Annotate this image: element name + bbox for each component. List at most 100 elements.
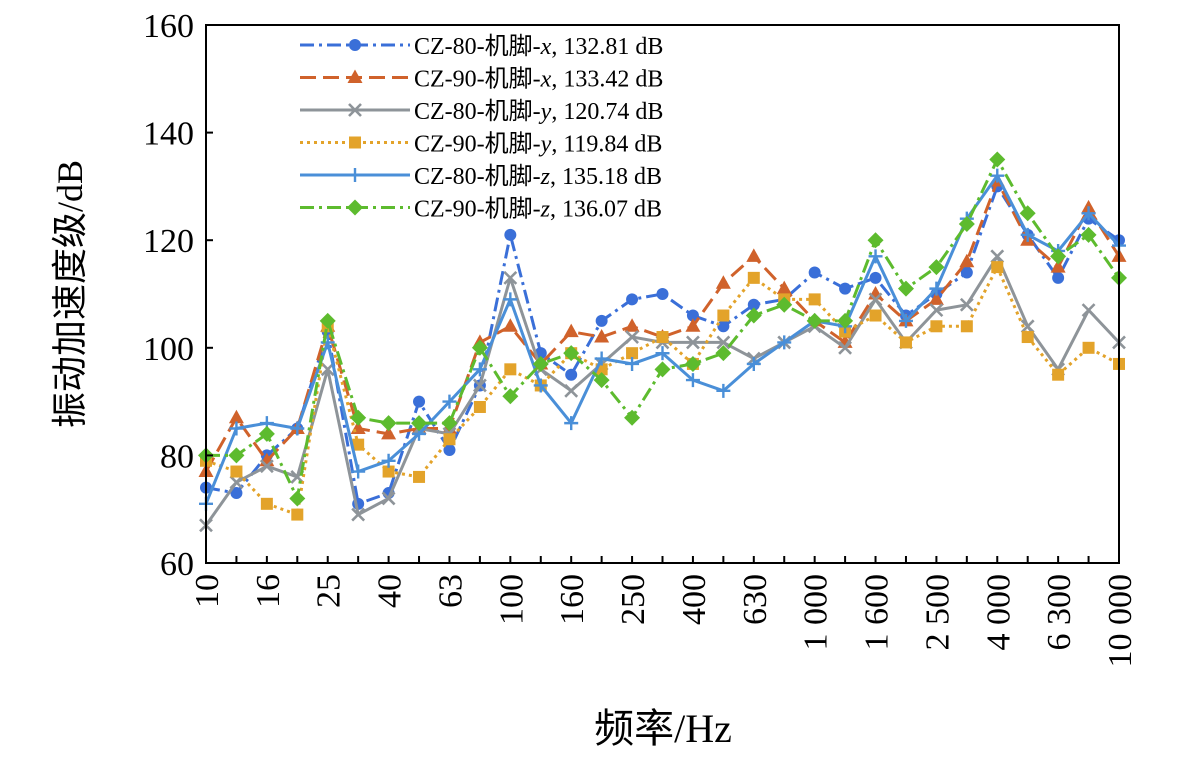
- data-point: [959, 253, 975, 268]
- x-tick-label: 16: [250, 574, 287, 608]
- legend-item: CZ-80-机脚-y, 120.74 dB: [300, 98, 663, 125]
- y-tick-label: 60: [160, 546, 194, 583]
- data-point: [686, 335, 700, 350]
- data-point: [869, 309, 882, 322]
- legend: CZ-80-机脚-x, 132.81 dB CZ-90-机脚-x, 133.42 …: [300, 33, 663, 223]
- data-point: [229, 475, 244, 490]
- data-point: [928, 291, 944, 305]
- data-point: [716, 383, 731, 398]
- data-point: [745, 307, 762, 324]
- x-tick-label: 100: [493, 574, 530, 625]
- data-point: [504, 228, 517, 241]
- x-axis-label: 频率/Hz: [594, 706, 732, 751]
- series-6: [198, 151, 1127, 507]
- data-point: [776, 296, 793, 313]
- data-point: [717, 320, 730, 333]
- data-point: [685, 373, 700, 388]
- legend-label: CZ-80-机脚-y, 120.74 dB: [414, 98, 663, 125]
- x-tick-label: 1 600: [859, 574, 896, 651]
- legend-label: CZ-90-机脚-x, 133.42 dB: [414, 66, 663, 93]
- data-point: [806, 312, 823, 329]
- legend-item: CZ-90-机脚-y, 119.84 dB: [300, 131, 662, 158]
- data-point: [626, 293, 639, 306]
- data-point: [442, 394, 457, 409]
- data-point: [656, 331, 669, 344]
- data-point: [290, 421, 305, 436]
- data-point: [746, 356, 761, 371]
- data-point: [1021, 331, 1034, 344]
- data-point: [747, 271, 760, 284]
- data-point: [381, 453, 396, 468]
- data-point: [746, 248, 762, 262]
- data-point: [959, 297, 974, 312]
- data-point: [1081, 303, 1096, 318]
- data-point: [656, 288, 669, 300]
- x-tick-label: 4 000: [980, 574, 1017, 651]
- data-point: [230, 465, 243, 478]
- data-point: [654, 361, 671, 378]
- data-point: [564, 383, 579, 398]
- data-point: [289, 490, 306, 507]
- data-point: [228, 409, 244, 424]
- x-tick-label: 400: [676, 574, 713, 625]
- legend-marker: [348, 168, 362, 182]
- data-point: [899, 336, 912, 349]
- legend-label: CZ-90-机脚-y, 119.84 dB: [414, 131, 662, 158]
- data-point: [473, 400, 486, 413]
- data-point: [776, 280, 792, 295]
- data-point: [532, 355, 549, 372]
- data-point: [869, 271, 882, 284]
- data-point: [624, 409, 641, 426]
- x-tick-label: 2 500: [919, 574, 956, 651]
- legend-marker: [347, 199, 363, 216]
- data-point: [595, 314, 608, 327]
- data-point: [502, 318, 518, 332]
- data-point: [898, 313, 913, 328]
- data-point: [563, 323, 579, 338]
- x-tick-label: 6 300: [1041, 574, 1078, 651]
- data-point: [382, 465, 395, 478]
- data-point: [503, 292, 518, 307]
- data-point: [626, 347, 639, 360]
- data-point: [259, 459, 274, 474]
- data-point: [991, 261, 1004, 274]
- data-point: [686, 309, 699, 322]
- data-point: [472, 378, 487, 393]
- data-point: [1052, 368, 1065, 381]
- legend-item: CZ-80-机脚-x, 132.81 dB: [300, 33, 663, 60]
- data-point: [1052, 271, 1065, 284]
- data-point: [533, 378, 548, 393]
- legend-item: CZ-90-机脚-z, 136.07 dB: [300, 196, 662, 223]
- data-point: [868, 292, 883, 307]
- legend-marker: [347, 69, 363, 83]
- data-point: [443, 444, 456, 457]
- data-point: [960, 320, 973, 333]
- x-tick-label: 40: [372, 574, 409, 608]
- data-point: [715, 345, 732, 362]
- data-point: [1020, 319, 1035, 334]
- data-point: [1082, 341, 1095, 354]
- plot-series: [198, 151, 1127, 533]
- data-point: [929, 303, 944, 318]
- data-point: [563, 345, 580, 362]
- series-2-line: [204, 179, 1121, 473]
- data-point: [350, 409, 367, 426]
- data-point: [1081, 206, 1096, 221]
- data-point: [715, 275, 731, 289]
- data-point: [502, 388, 519, 405]
- data-point: [867, 232, 884, 249]
- y-tick-label: 140: [143, 116, 194, 153]
- data-point: [229, 421, 244, 436]
- data-point: [928, 259, 945, 276]
- data-point: [594, 351, 609, 366]
- data-point: [838, 340, 853, 355]
- data-point: [441, 415, 458, 432]
- data-point: [930, 320, 943, 333]
- data-point: [897, 280, 914, 297]
- legend-label: CZ-80-机脚-x, 132.81 dB: [414, 33, 663, 60]
- data-point: [777, 335, 792, 350]
- y-axis: 60 80 100 120 140 160: [143, 8, 213, 583]
- data-point: [1050, 259, 1066, 273]
- x-tick-label: 63: [432, 574, 469, 608]
